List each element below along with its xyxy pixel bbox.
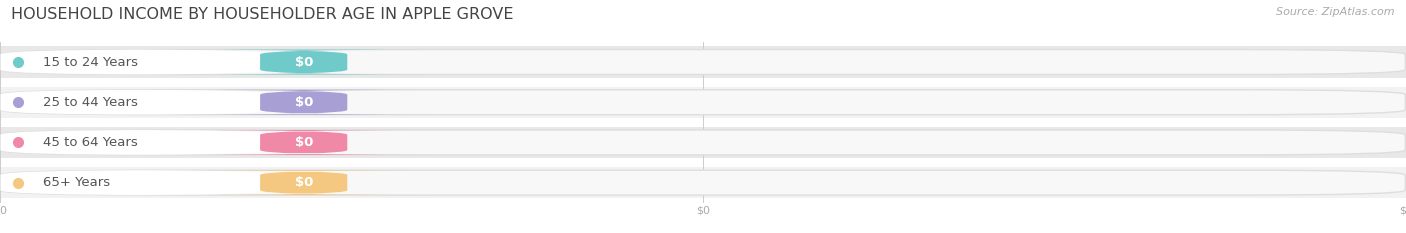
Text: Source: ZipAtlas.com: Source: ZipAtlas.com xyxy=(1277,7,1395,17)
FancyBboxPatch shape xyxy=(1,170,1406,195)
Text: $0: $0 xyxy=(294,96,314,109)
FancyBboxPatch shape xyxy=(179,50,429,75)
Text: 45 to 64 Years: 45 to 64 Years xyxy=(42,136,138,149)
FancyBboxPatch shape xyxy=(1,90,276,115)
FancyBboxPatch shape xyxy=(179,90,429,115)
FancyBboxPatch shape xyxy=(1,90,1406,115)
FancyBboxPatch shape xyxy=(179,130,429,155)
Text: 25 to 44 Years: 25 to 44 Years xyxy=(42,96,138,109)
Bar xyxy=(0,46,1406,78)
FancyBboxPatch shape xyxy=(1,130,1406,155)
Text: 15 to 24 Years: 15 to 24 Years xyxy=(42,55,138,69)
Bar xyxy=(0,167,1406,198)
FancyBboxPatch shape xyxy=(1,170,276,195)
Bar xyxy=(0,127,1406,158)
Text: $0: $0 xyxy=(294,136,314,149)
FancyBboxPatch shape xyxy=(1,50,276,75)
Text: $0: $0 xyxy=(294,176,314,189)
FancyBboxPatch shape xyxy=(1,50,1406,75)
Text: $0: $0 xyxy=(294,55,314,69)
Text: HOUSEHOLD INCOME BY HOUSEHOLDER AGE IN APPLE GROVE: HOUSEHOLD INCOME BY HOUSEHOLDER AGE IN A… xyxy=(11,7,513,22)
Text: 65+ Years: 65+ Years xyxy=(42,176,110,189)
FancyBboxPatch shape xyxy=(1,130,276,155)
Bar xyxy=(0,86,1406,118)
FancyBboxPatch shape xyxy=(179,170,429,195)
